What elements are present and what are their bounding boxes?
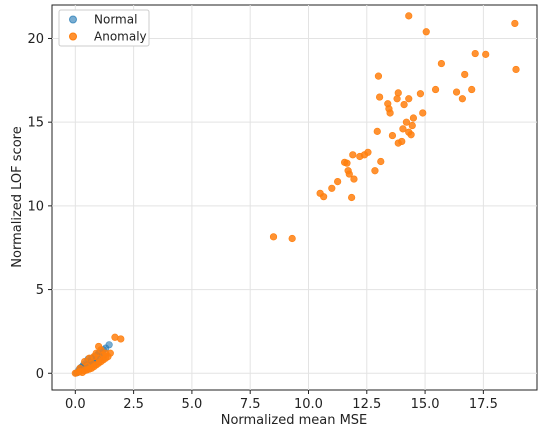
point-anomaly (320, 193, 328, 201)
y-tick-label: 5 (36, 283, 44, 298)
point-anomaly (409, 114, 418, 122)
point-anomaly (431, 85, 440, 94)
point-anomaly (482, 50, 490, 58)
point-anomaly (376, 93, 384, 101)
x-tick-label: 7.5 (240, 397, 261, 412)
point-anomaly (405, 95, 413, 103)
point-anomaly (350, 175, 358, 183)
legend-label-normal: Normal (94, 13, 137, 27)
point-anomaly (377, 157, 385, 166)
point-anomaly (398, 137, 406, 146)
plot-area (51, 4, 538, 391)
point-anomaly (364, 148, 372, 156)
point-anomaly (371, 167, 379, 175)
x-tick-label: 0.0 (65, 397, 86, 412)
point-anomaly (402, 118, 411, 126)
point-normal (105, 341, 113, 349)
point-anomaly (437, 59, 445, 68)
point-anomaly (416, 90, 425, 98)
x-axis-ticks: 0.0 2.5 5.0 7.5 10.0 12.5 15.0 17.5 (65, 390, 498, 412)
point-anomaly (512, 65, 520, 74)
x-tick-label: 15.0 (411, 397, 440, 412)
x-tick-label: 17.5 (469, 397, 498, 412)
point-anomaly (388, 131, 397, 140)
point-anomaly (288, 234, 296, 243)
legend-box (58, 9, 150, 47)
point-anomaly (408, 121, 416, 130)
legend-label-anomaly: Anomaly (94, 30, 147, 44)
point-anomaly (458, 95, 466, 103)
y-tick-label: 15 (27, 116, 44, 131)
point-anomaly (400, 100, 408, 109)
point-anomaly (374, 72, 383, 80)
point-anomaly (394, 89, 402, 97)
x-tick-label: 10.0 (294, 397, 323, 412)
point-anomaly (334, 177, 342, 186)
point-anomaly (343, 159, 351, 167)
point-anomaly (399, 125, 407, 133)
legend-marker-normal (69, 15, 77, 24)
point-anomaly (328, 184, 336, 192)
point-anomaly (76, 364, 84, 372)
point-anomaly (345, 170, 353, 178)
y-tick-label: 0 (36, 367, 44, 382)
y-tick-label: 10 (27, 199, 44, 214)
point-anomaly (452, 88, 461, 96)
point-anomaly (349, 151, 357, 159)
data-points (71, 12, 520, 377)
point-anomaly (511, 19, 519, 28)
point-anomaly (348, 193, 356, 202)
point-anomaly (393, 95, 401, 103)
point-anomaly (468, 85, 476, 94)
point-anomaly (386, 109, 394, 117)
x-tick-label: 12.5 (352, 397, 381, 412)
point-anomaly (88, 359, 96, 367)
point-anomaly (405, 12, 413, 20)
point-anomaly (95, 354, 103, 362)
point-anomaly (419, 109, 427, 117)
x-tick-label: 2.5 (123, 397, 144, 412)
point-anomaly (407, 131, 415, 139)
point-anomaly (269, 233, 278, 241)
point-anomaly (373, 127, 381, 135)
x-tick-label: 5.0 (182, 397, 203, 412)
point-anomaly (471, 49, 479, 58)
y-tick-label: 20 (27, 32, 44, 47)
grid-lines (52, 5, 537, 390)
legend-marker-anomaly (69, 32, 77, 41)
y-axis-ticks: 0 5 10 15 20 (27, 32, 52, 382)
legend: Normal Anomaly (58, 9, 150, 47)
x-axis-label: Normalized mean MSE (221, 413, 368, 428)
y-axis-label: Normalized LOF score (10, 126, 25, 267)
point-anomaly (422, 28, 430, 36)
point-anomaly (461, 70, 469, 79)
point-anomaly (117, 335, 125, 343)
